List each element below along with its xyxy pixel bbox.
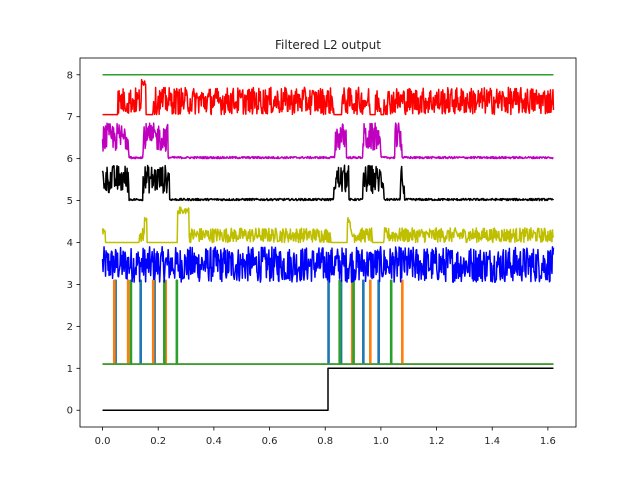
- axes-layer: 0.0 0.2 0.4 0.6 0.8 1.0 1.2 1.4 1.6 0 1 2 3 4 5 6 7 8: [67, 57, 577, 447]
- x-tick-label: 1.4: [484, 436, 500, 447]
- series-layer: [101, 74, 555, 411]
- x-tick-label: 0.4: [206, 436, 222, 447]
- x-tick-label: 0.0: [95, 436, 111, 447]
- series-line-1: [102, 367, 554, 411]
- y-tick-label: 3: [67, 280, 73, 291]
- series-line-6: [102, 279, 554, 365]
- series-line-9: [101, 164, 555, 202]
- y-tick-label: 8: [67, 70, 73, 81]
- x-tick-label: 1.2: [429, 436, 445, 447]
- x-tick-label: 1.6: [540, 436, 556, 447]
- x-tick-label: 1.0: [373, 436, 389, 447]
- series-line-11: [102, 78, 555, 116]
- x-tick-label: 0.6: [262, 436, 278, 447]
- y-tick-label: 4: [67, 238, 73, 249]
- y-tick-label: 2: [67, 322, 73, 333]
- x-tick-label: 0.2: [150, 436, 166, 447]
- series-line-8: [101, 206, 555, 244]
- y-tick-label: 1: [67, 364, 73, 375]
- y-tick-label: 7: [67, 112, 73, 123]
- series-line-7: [101, 246, 555, 284]
- y-tick-label: 5: [67, 196, 73, 207]
- y-tick-label: 0: [67, 406, 73, 417]
- y-tick-label: 6: [67, 154, 73, 165]
- x-tick-label: 0.8: [317, 436, 333, 447]
- chart-title: Filtered L2 output: [275, 38, 381, 52]
- series-line-10: [101, 122, 554, 160]
